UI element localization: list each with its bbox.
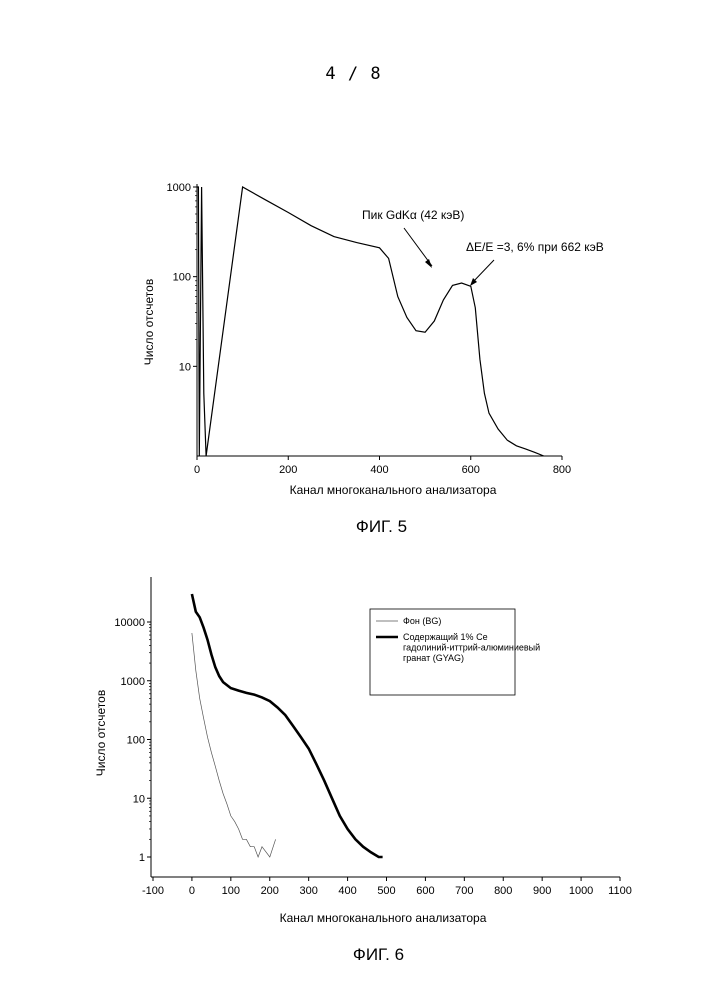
fig6-x-axis-label: Канал многоканального анализатора <box>280 911 487 925</box>
y-tick-label: 100 <box>127 735 145 747</box>
x-tick-label: -100 <box>142 885 164 897</box>
y-tick-label: 10000 <box>114 617 145 629</box>
fig5-x-ticks: 0 200 400 600 800 <box>194 456 571 476</box>
y-tick-label: 100 <box>173 272 191 284</box>
x-tick-label: 200 <box>261 885 279 897</box>
fig6-chart: 1 10 100 1000 10000 -100 0 100 200 300 400 500 600 7… <box>94 577 632 925</box>
fig5-caption: ФИГ. 5 <box>28 517 707 537</box>
legend-label-line: гранат (GYAG) <box>403 653 464 663</box>
fig6-legend-label-bg: Фон (BG) <box>403 616 441 626</box>
fig6-series-bg-line <box>192 633 276 857</box>
x-tick-label: 1100 <box>608 885 632 897</box>
x-tick-label: 0 <box>194 464 200 476</box>
fig5-y-ticks: 10 100 1000 <box>167 182 197 373</box>
x-tick-label: 300 <box>299 885 317 897</box>
x-tick-label: 0 <box>189 885 195 897</box>
y-tick-label: 10 <box>133 793 145 805</box>
x-tick-label: 200 <box>279 464 297 476</box>
fig6-caption: ФИГ. 6 <box>25 945 707 965</box>
fig6-legend: Фон (BG) Содержащий 1% Сегадолиний-иттри… <box>370 609 540 695</box>
fig6-y-axis-label: Число отсчетов <box>94 690 108 776</box>
x-tick-label: 900 <box>533 885 551 897</box>
fig5-y-axis-label: Число отсчетов <box>142 279 156 365</box>
y-tick-label: 1000 <box>121 676 145 688</box>
x-tick-label: 400 <box>338 885 356 897</box>
y-tick-label: 1000 <box>167 182 191 194</box>
fig5-resolution-annotation: ΔE/E =3, 6% при 662 кэВ <box>466 240 604 254</box>
x-tick-label: 100 <box>222 885 240 897</box>
fig5-series-line <box>197 187 544 456</box>
x-tick-label: 600 <box>462 464 480 476</box>
fig6-series-gyag-line <box>192 594 383 857</box>
fig5-peak-annotation: Пик GdKα (42 кэВ) <box>362 208 464 222</box>
x-tick-label: 700 <box>455 885 473 897</box>
legend-label-line: гадолиний-иттрий-алюминиевый <box>403 643 540 653</box>
x-tick-label: 800 <box>553 464 571 476</box>
fig5-resolution-arrow <box>472 260 494 283</box>
x-tick-label: 600 <box>416 885 434 897</box>
x-tick-label: 1000 <box>569 885 593 897</box>
y-tick-label: 10 <box>179 361 191 373</box>
fig5-peak-arrowhead <box>425 259 432 268</box>
x-tick-label: 500 <box>377 885 395 897</box>
x-tick-label: 400 <box>370 464 388 476</box>
y-tick-label: 1 <box>139 852 145 864</box>
x-tick-label: 800 <box>494 885 512 897</box>
fig6-y-ticks: 1 10 100 1000 10000 <box>114 617 151 864</box>
fig5-chart: 10 100 1000 0 200 400 600 800 Число отсчетов К… <box>142 182 604 497</box>
legend-label-line: Содержащий 1% Се <box>403 632 488 642</box>
fig5-x-axis-label: Канал многоканального анализатора <box>290 483 497 497</box>
fig6-x-ticks: -100 0 100 200 300 400 500 600 700 800 900 1000 1100 <box>142 877 632 897</box>
